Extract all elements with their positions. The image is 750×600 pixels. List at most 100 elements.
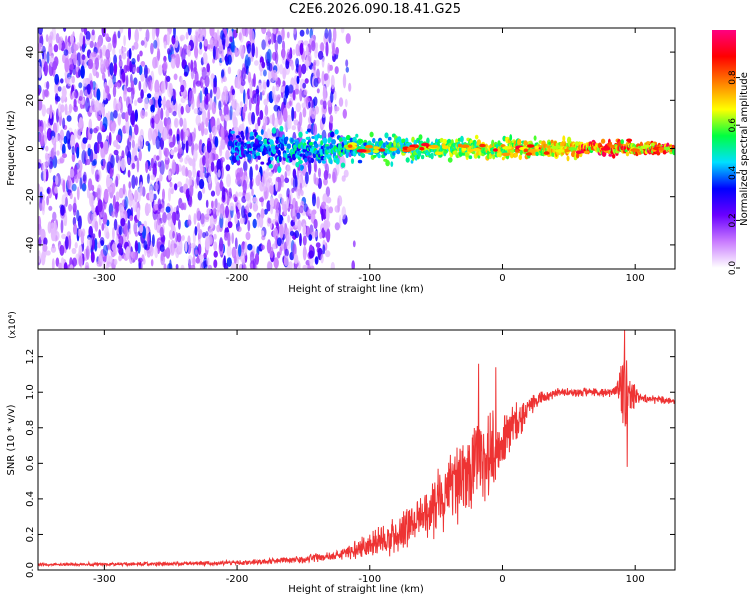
spectrogram-cell [212, 45, 216, 60]
snr-x-tick-label: -300 [93, 574, 116, 585]
spectrogram-cell [51, 258, 55, 269]
spectrogram-cell [170, 56, 176, 69]
spectrogram-cell [284, 85, 289, 99]
spectrogram-cell [254, 252, 260, 265]
spectrogram-cell [317, 133, 320, 139]
spectrogram-cell [148, 203, 151, 213]
spectrogram-cell [96, 174, 100, 180]
spectrogram-cell [186, 219, 192, 227]
spectrogram-cell [308, 151, 312, 156]
spectrogram-cell [132, 66, 136, 73]
spectrogram-cell [147, 142, 151, 152]
spectrogram-cell [279, 125, 284, 132]
spectrogram-cell [125, 145, 130, 157]
spectrogram-cell [167, 48, 171, 55]
spectrogram-cell [52, 211, 57, 222]
spectrogram-cell [159, 244, 165, 253]
spectrogram-cell [134, 124, 139, 136]
spectrogram-cell [38, 132, 42, 142]
spectrogram-cell [234, 196, 238, 202]
spectrogram-cell [260, 129, 264, 135]
spectrogram-cell [308, 250, 314, 259]
spectrogram-cell [202, 52, 208, 65]
spectrogram-cell [222, 38, 226, 46]
spectrogram-cell [136, 157, 140, 173]
spectrogram-cell [67, 76, 72, 87]
spectrogram-cell [262, 79, 267, 94]
spectrogram-cell [247, 56, 252, 66]
spectrogram-cell [322, 85, 327, 101]
spectrogram-cell [113, 149, 119, 156]
spectrogram-cell [434, 151, 443, 156]
spectrogram-cell [232, 111, 237, 125]
spectrogram-cell [271, 32, 274, 45]
spectrogram-cell [236, 211, 241, 220]
spectrogram-cell [131, 45, 135, 51]
spectrogram-cell [62, 153, 67, 159]
spectrogram-cell [164, 147, 170, 158]
spectrogram-cell [258, 136, 263, 141]
colorbar-ticks: 0.0 0.2 0.4 0.6 0.8 [728, 70, 740, 275]
spectrogram-cell [113, 31, 117, 44]
spectrogram-cell [330, 261, 335, 269]
spectrogram-cell [234, 47, 238, 58]
spectrogram-cell [319, 134, 323, 139]
spectrogram-cell [286, 143, 291, 149]
spectrogram-cells [38, 28, 675, 269]
spectrogram-cell [460, 135, 464, 143]
spectrogram-cell [334, 129, 339, 135]
spectrogram-cell [316, 196, 320, 209]
spectrogram-cell [295, 102, 301, 113]
spectrogram-cell [330, 131, 335, 138]
spectrogram-cell [257, 155, 261, 160]
spectrogram-cell [467, 148, 474, 153]
spectrogram-cell [271, 85, 276, 101]
spectrogram-cell [210, 161, 215, 172]
spectrogram-cell [105, 49, 111, 60]
spectrogram-cell [426, 137, 430, 145]
spectrogram-cell [302, 223, 307, 237]
spectrogram-cell [97, 115, 102, 122]
spectrogram-cell [430, 152, 434, 160]
spectrogram-cell [157, 48, 161, 61]
spectrogram-cell [543, 151, 550, 155]
spectrogram-cell [54, 186, 58, 194]
spectrogram-cell [87, 147, 91, 157]
spectrogram-cell [176, 205, 180, 215]
spectrogram-cell [151, 28, 156, 41]
spectrogram-cell [89, 128, 94, 135]
spectrogram-cell [243, 161, 248, 172]
spectrogram-cell [214, 136, 219, 148]
spectrogram-cell [109, 62, 114, 76]
spectrogram-cell [42, 199, 46, 208]
spectrogram-cell [118, 235, 124, 246]
spectrogram-cell [310, 99, 314, 109]
spectrogram-cell [209, 39, 213, 45]
spectrogram-cell [213, 250, 218, 258]
spectrogram-cell [242, 263, 247, 269]
spectrogram-cell [187, 28, 192, 36]
spectrogram-cell [672, 148, 675, 156]
spectrogram-cell [117, 30, 121, 39]
spectrogram-cell [42, 120, 47, 132]
spectrogram-cell [284, 171, 288, 180]
spectrogram-cell [89, 40, 94, 49]
spectrogram-cell [185, 188, 190, 199]
spectrogram-cell [246, 43, 251, 54]
spectrogram-cell [182, 44, 188, 56]
spectrogram-cell [335, 155, 338, 159]
spectrogram-cell [228, 187, 232, 199]
spectrogram-cell [525, 152, 533, 156]
spectrogram-cell [205, 231, 209, 237]
spectrogram-cell [302, 235, 307, 246]
spectrogram-cell [296, 185, 301, 200]
spectrogram-cell [277, 34, 283, 45]
spectrogram-cell [377, 153, 381, 159]
spectrogram-cell [220, 137, 226, 150]
spectrogram-cell [69, 192, 73, 200]
spectrogram-cell [301, 63, 307, 75]
spectrogram-cell [179, 117, 184, 127]
spectrogram-cell [273, 257, 279, 269]
spectrogram-cell [197, 243, 202, 255]
